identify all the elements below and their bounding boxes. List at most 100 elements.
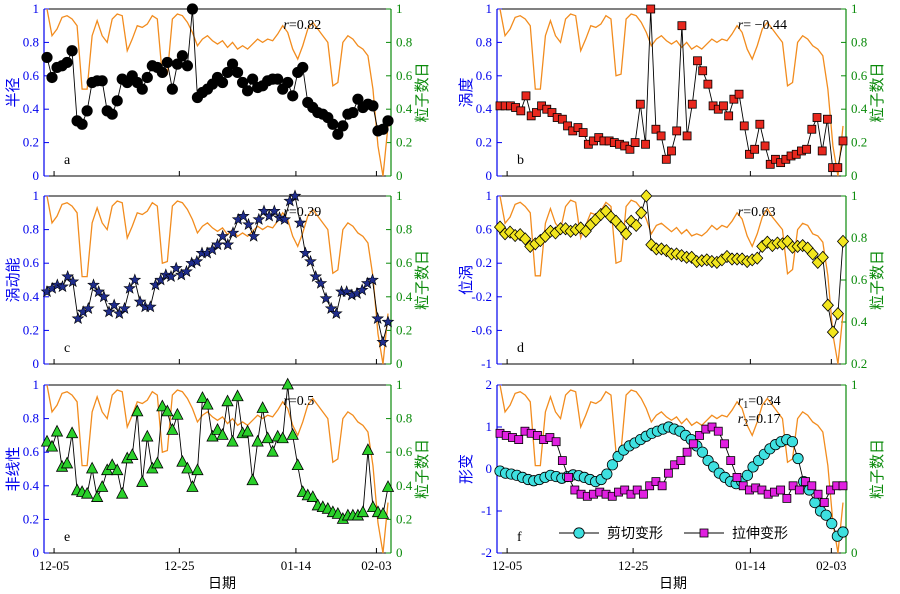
data-point bbox=[133, 295, 147, 308]
data-point bbox=[755, 119, 765, 129]
data-point bbox=[278, 212, 292, 225]
data-point bbox=[332, 128, 344, 140]
legend-label: 剪切变形 bbox=[607, 526, 663, 542]
data-point bbox=[699, 528, 709, 538]
data-point bbox=[831, 307, 844, 321]
data-point bbox=[226, 226, 240, 239]
data-point bbox=[324, 301, 338, 314]
data-point bbox=[251, 434, 264, 447]
data-point bbox=[196, 391, 209, 403]
left-tick-label: -1 bbox=[481, 503, 492, 518]
data-point bbox=[329, 306, 343, 319]
particle-days-line bbox=[46, 8, 389, 177]
data-point bbox=[118, 301, 131, 314]
left-tick-label: 1 bbox=[486, 188, 493, 203]
data-point bbox=[817, 146, 827, 156]
right-tick-label: 1 bbox=[851, 188, 858, 203]
correlation-label: r=0.82 bbox=[283, 18, 321, 33]
data-point bbox=[65, 426, 79, 439]
right-tick-label: 0 bbox=[396, 168, 403, 183]
data-point bbox=[821, 298, 834, 312]
data-point bbox=[190, 254, 204, 267]
data-point bbox=[126, 448, 139, 460]
data-point bbox=[837, 526, 849, 538]
data-point bbox=[695, 430, 704, 440]
right-tick-label: 1 bbox=[396, 188, 403, 203]
left-tick-label: 0.8 bbox=[23, 411, 39, 426]
particle-days-line bbox=[499, 195, 844, 365]
data-point bbox=[693, 56, 702, 66]
data-point bbox=[688, 439, 698, 449]
right-axis-label: 粒子数日 bbox=[414, 62, 431, 122]
data-point bbox=[106, 458, 119, 471]
data-point bbox=[40, 434, 54, 447]
data-point bbox=[823, 114, 832, 124]
right-tick-label: 0.6 bbox=[396, 255, 413, 270]
left-tick-label: 0.6 bbox=[476, 222, 493, 237]
data-point bbox=[236, 76, 249, 89]
data-point bbox=[106, 108, 118, 120]
data-point bbox=[161, 56, 173, 69]
data-point bbox=[304, 254, 317, 267]
data-point bbox=[242, 217, 255, 230]
right-tick-label: 0 bbox=[851, 168, 858, 183]
data-point bbox=[729, 94, 739, 104]
left-tick-label: 1 bbox=[486, 1, 493, 16]
left-tick-label: 1 bbox=[33, 188, 40, 203]
data-point bbox=[786, 436, 798, 448]
data-point bbox=[61, 269, 75, 283]
panel-c: 0 0.2 0.4 0.6 0.8 1 0 0.2 0.4 0.6 0.8 1 涡动能 粒子数日 c r=0.… bbox=[5, 188, 431, 371]
data-point bbox=[807, 124, 817, 134]
panel-letter: c bbox=[64, 341, 70, 356]
left-tick-label: 0.6 bbox=[23, 68, 40, 83]
data-point bbox=[682, 447, 692, 457]
data-point bbox=[211, 238, 224, 251]
data-point bbox=[123, 281, 137, 294]
data-point bbox=[151, 456, 164, 469]
particle-days-line bbox=[46, 384, 389, 554]
left-tick-label: 0 bbox=[33, 168, 40, 183]
data-point bbox=[247, 73, 259, 85]
data-point bbox=[826, 517, 838, 530]
data-point bbox=[826, 325, 839, 339]
data-point bbox=[573, 123, 583, 132]
panel-b: 0 0.2 0.4 0.6 0.8 1 0 0.2 0.4 0.6 0.8 1 涡度 粒子数日 b r= −0… bbox=[458, 1, 886, 183]
right-tick-label: 0.8 bbox=[396, 34, 412, 49]
data-point bbox=[76, 118, 88, 130]
data-point bbox=[288, 189, 302, 202]
data-point bbox=[267, 204, 281, 217]
right-tick-label: 0.2 bbox=[396, 135, 412, 150]
correlation-label: r= −0.44 bbox=[738, 18, 787, 33]
data-point bbox=[557, 456, 567, 466]
data-point bbox=[657, 481, 667, 491]
data-point bbox=[381, 480, 395, 492]
data-point bbox=[111, 95, 123, 107]
data-point bbox=[261, 431, 274, 444]
data-point bbox=[713, 426, 723, 436]
data-point bbox=[171, 407, 184, 420]
data-point bbox=[216, 229, 230, 242]
data-point bbox=[635, 206, 648, 220]
left-tick-label: 0.2 bbox=[23, 511, 39, 526]
data-point bbox=[156, 399, 169, 412]
data-point bbox=[136, 475, 149, 487]
data-point bbox=[166, 422, 179, 435]
data-point bbox=[838, 136, 848, 146]
right-axis-label: 粒子数日 bbox=[869, 250, 886, 310]
data-point bbox=[128, 273, 142, 286]
left-axis-label: 涡度 bbox=[458, 77, 475, 107]
data-point bbox=[85, 461, 99, 474]
data-point bbox=[247, 229, 261, 242]
data-point bbox=[221, 238, 235, 251]
right-tick-label: 0.8 bbox=[396, 411, 412, 426]
data-point bbox=[80, 486, 94, 499]
data-point bbox=[41, 51, 53, 64]
right-tick-label: 1 bbox=[396, 1, 403, 16]
left-tick-label: 0.6 bbox=[23, 444, 40, 459]
data-point bbox=[327, 118, 339, 130]
data-point bbox=[820, 509, 832, 521]
data-point bbox=[226, 434, 239, 447]
panel-letter: f bbox=[517, 530, 522, 545]
data-point bbox=[819, 498, 829, 508]
data-point bbox=[266, 444, 279, 457]
